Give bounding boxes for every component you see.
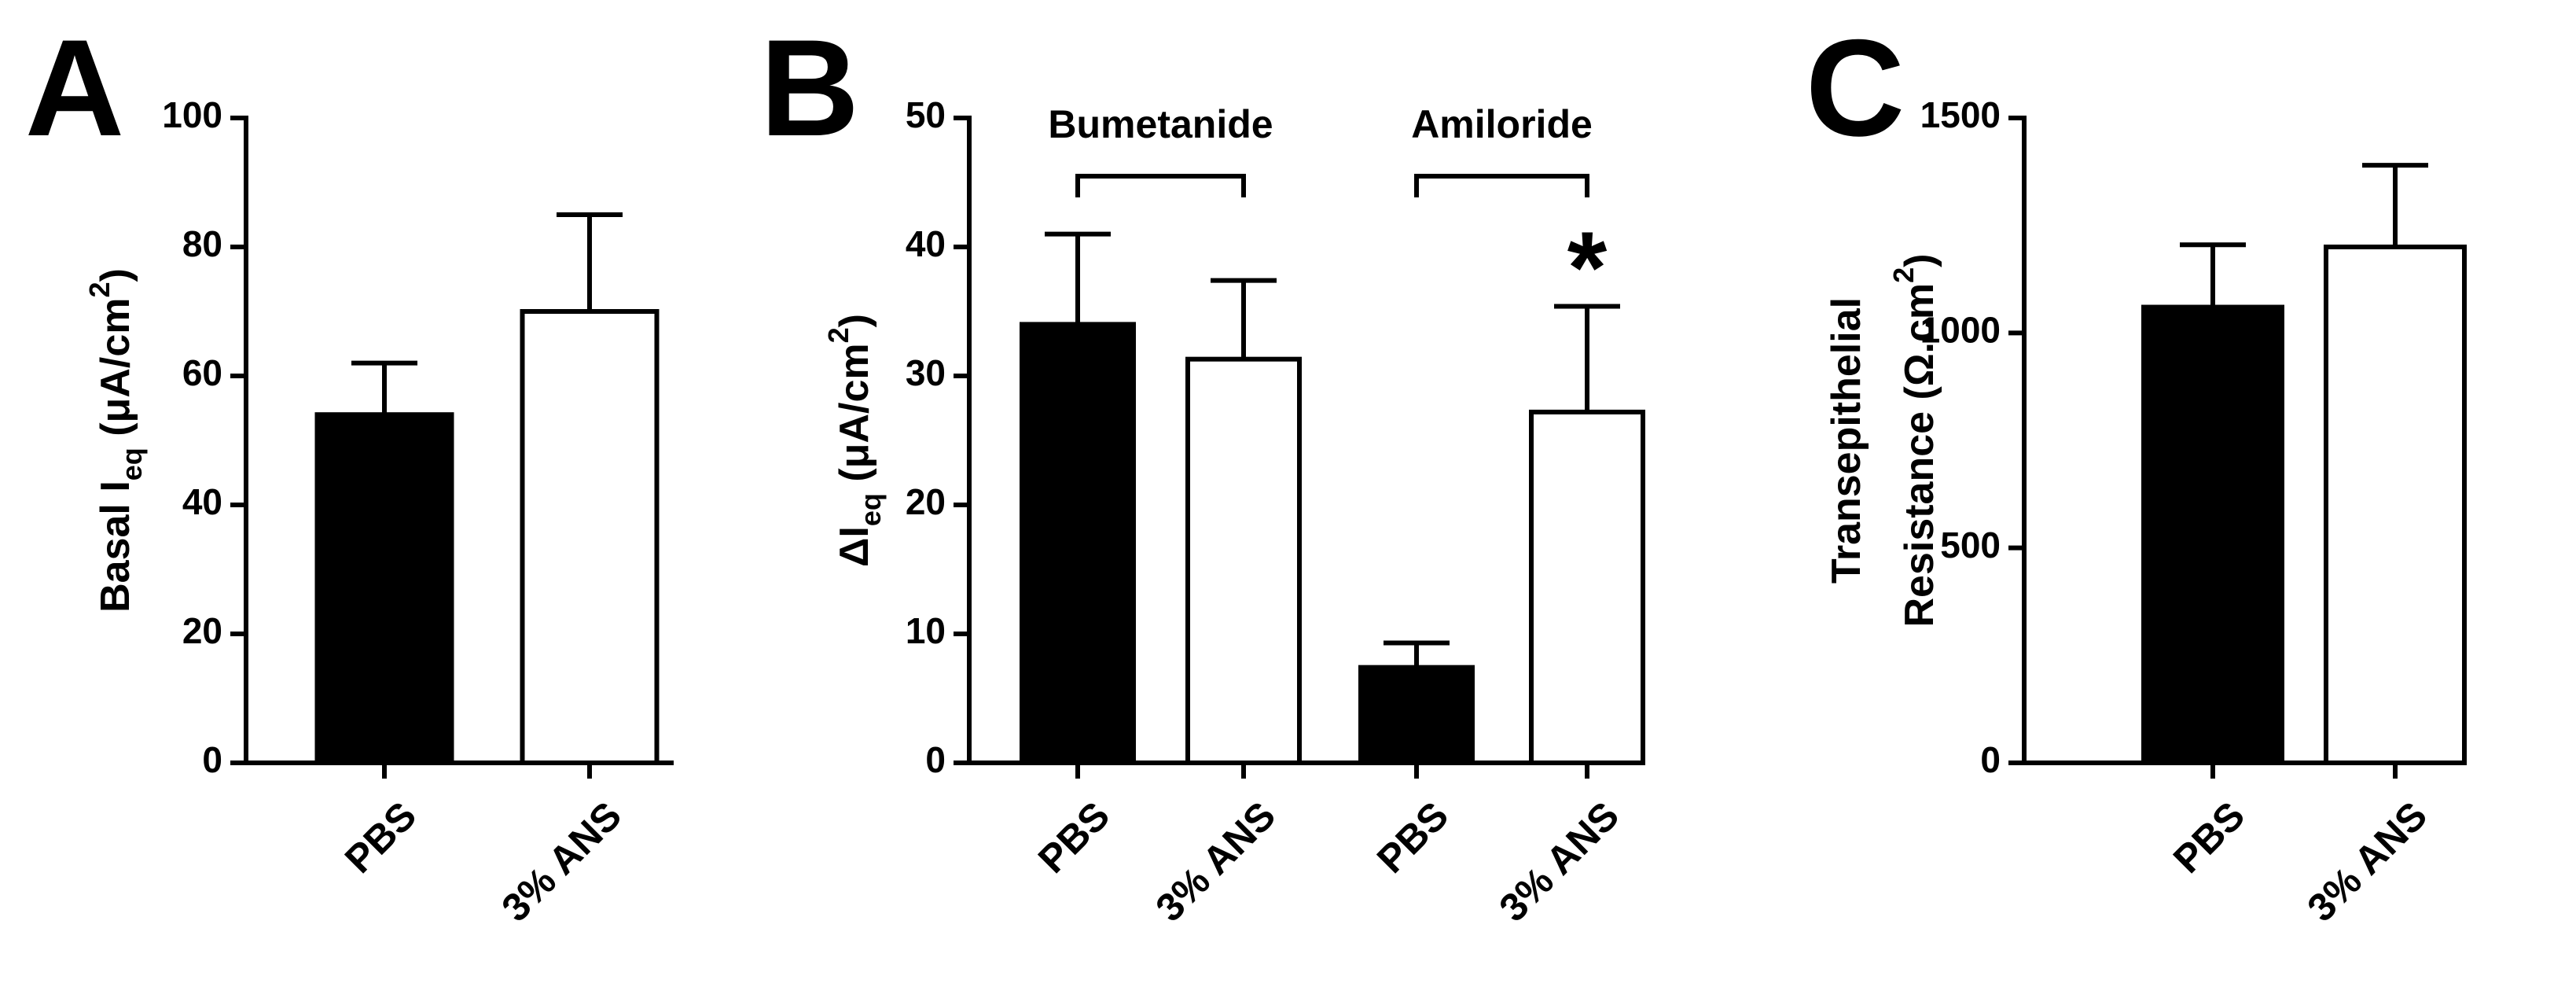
y-axis-label-part: ΔI xyxy=(832,526,877,567)
y-tick-label: 500 xyxy=(1940,525,2001,565)
y-tick-label: 0 xyxy=(1980,739,2001,780)
panel-label: C xyxy=(1806,12,1905,165)
y-tick-label: 10 xyxy=(906,610,946,651)
y-tick-label: 20 xyxy=(906,481,946,522)
y-axis-label-part: 2 xyxy=(822,327,854,343)
x-tick-label: PBS xyxy=(1369,794,1457,882)
y-axis-label-part: ) xyxy=(93,268,138,282)
y-axis-label-part: Transepithelial xyxy=(1824,297,1869,584)
significance-marker: * xyxy=(1567,210,1608,325)
panel-label: B xyxy=(760,12,859,165)
y-axis-label: Transepithelial xyxy=(1824,297,1869,584)
panel-label: A xyxy=(25,12,124,165)
y-tick-label: 100 xyxy=(162,94,222,135)
bracket xyxy=(1414,174,1589,197)
x-tick-label: PBS xyxy=(336,794,424,882)
y-tick-label: 30 xyxy=(906,352,946,393)
bracket-label: Bumetanide xyxy=(1048,102,1273,146)
y-tick-label: 50 xyxy=(906,94,946,135)
y-tick-label: 60 xyxy=(182,352,222,393)
bar xyxy=(1020,322,1136,765)
y-tick-label: 80 xyxy=(182,223,222,264)
y-axis-label-part: 2 xyxy=(83,282,116,297)
y-axis-label-part: eq xyxy=(116,447,148,481)
y-axis-label-part: Basal I xyxy=(93,481,138,613)
y-tick-label: 1000 xyxy=(1920,309,2001,350)
bar xyxy=(314,412,454,765)
x-tick-label: 3% ANS xyxy=(1490,794,1627,930)
bar xyxy=(2141,304,2284,765)
bar xyxy=(1529,409,1645,765)
y-axis-label-part: ) xyxy=(1897,253,1942,267)
x-tick-label: PBS xyxy=(1030,794,1118,882)
bar xyxy=(1358,665,1475,766)
bracket xyxy=(1075,174,1246,197)
y-axis-label-part: (μA/cm xyxy=(93,297,138,447)
y-tick-label: 1500 xyxy=(1920,94,2001,135)
y-tick-label: 40 xyxy=(906,223,946,264)
bar xyxy=(520,309,660,765)
x-tick-label: 3% ANS xyxy=(2299,794,2435,930)
y-tick-label: 20 xyxy=(182,610,222,651)
y-axis-label-part: eq xyxy=(854,493,887,526)
y-axis-label-part: (μA/cm xyxy=(832,343,877,493)
x-tick-label: 3% ANS xyxy=(1147,794,1284,930)
x-tick-label: PBS xyxy=(2165,794,2253,882)
y-axis-label-part: ) xyxy=(832,314,877,327)
bracket-label: Amiloride xyxy=(1411,102,1593,146)
y-axis-label: ΔIeq (μA/cm2) xyxy=(822,314,887,567)
y-axis-label: Basal Ieq (μA/cm2) xyxy=(83,268,148,613)
bar xyxy=(1185,356,1302,765)
y-axis-label-part: Resistance (Ω.cm xyxy=(1897,283,1942,628)
y-tick-label: 0 xyxy=(925,739,946,780)
bar xyxy=(2324,245,2467,765)
y-axis-label: Resistance (Ω.cm2) xyxy=(1887,253,1942,627)
y-tick-label: 0 xyxy=(202,739,222,780)
y-axis-label-part: 2 xyxy=(1887,267,1920,283)
x-tick-label: 3% ANS xyxy=(493,794,630,930)
y-tick-label: 40 xyxy=(182,481,222,522)
